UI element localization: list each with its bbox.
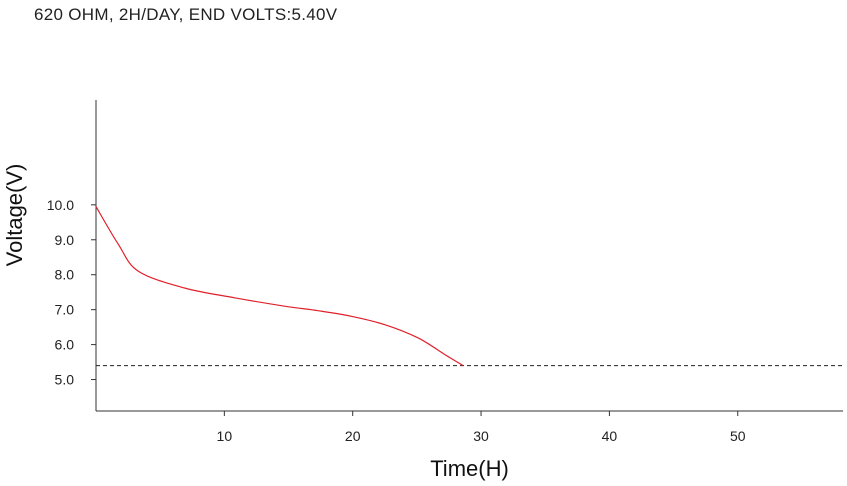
x-tick-label: 40	[602, 428, 618, 444]
y-tick-label: 7.0	[55, 302, 75, 318]
y-tick-label: 9.0	[55, 232, 75, 248]
y-tick-label: 8.0	[55, 267, 75, 283]
y-tick-label: 5.0	[55, 372, 75, 388]
series-line	[95, 206, 464, 367]
y-tick-label: 6.0	[55, 337, 75, 353]
x-tick-label: 20	[345, 428, 361, 444]
x-tick-label: 50	[730, 428, 746, 444]
y-axis-label: Voltage(V)	[2, 164, 27, 267]
x-tick-label: 30	[473, 428, 489, 444]
x-axis-label: Time(H)	[430, 456, 509, 481]
chart-title: 620 OHM, 2H/DAY, END VOLTS:5.40V	[34, 5, 338, 24]
y-tick-label: 10.0	[47, 197, 74, 213]
x-tick-label: 10	[217, 428, 233, 444]
